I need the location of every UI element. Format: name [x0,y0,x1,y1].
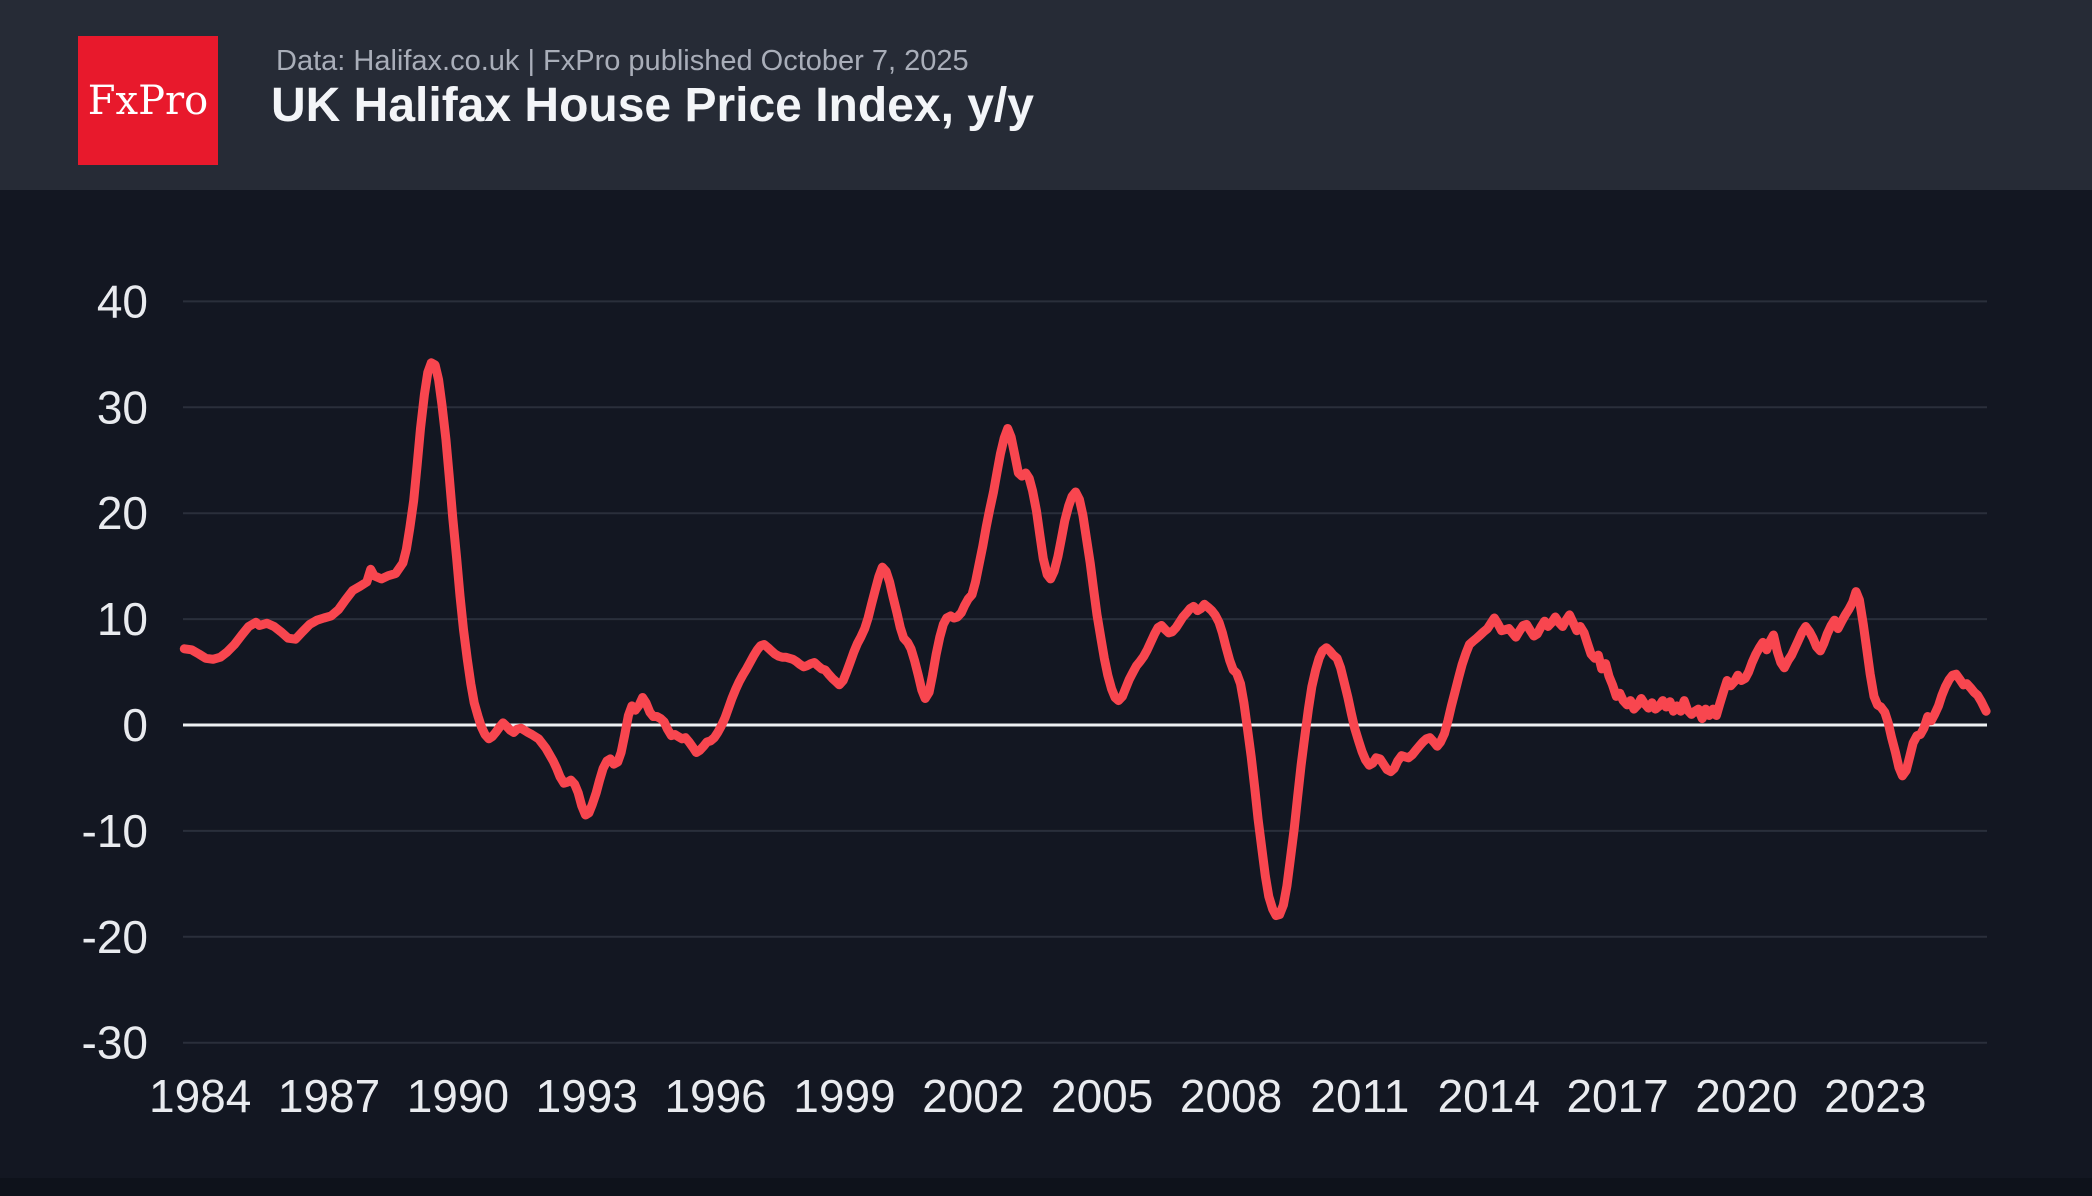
y-axis-label: -30 [82,1017,148,1069]
x-axis-label: 2023 [1824,1070,1926,1122]
y-axis-label: 30 [97,381,148,433]
x-axis-label: 2008 [1180,1070,1282,1122]
y-axis-label: 20 [97,487,148,539]
y-axis-label: 10 [97,593,148,645]
x-axis-label: 2020 [1695,1070,1797,1122]
y-axis-label: 40 [97,275,148,327]
x-axis-label: 1996 [664,1070,766,1122]
page-title: UK Halifax House Price Index, y/y [271,79,1034,132]
fxpro-logo-text: FxPro [87,77,209,124]
x-axis-label: 1987 [278,1070,380,1122]
x-axis-label: 1990 [407,1070,509,1122]
x-axis-label: 2011 [1310,1070,1409,1122]
price-line [179,358,1991,921]
chart-subtitle: Data: Halifax.co.uk | FxPro published Oc… [276,45,969,77]
y-axis-label: -20 [82,911,148,963]
x-axis-label: 1993 [536,1070,638,1122]
x-axis-label: 2002 [922,1070,1024,1122]
x-axis-label: 2014 [1438,1070,1540,1122]
y-axis-label: 0 [122,699,148,751]
x-axis-label: 1984 [149,1070,251,1122]
y-axis-label: -10 [82,805,148,857]
x-axis-label: 2017 [1566,1070,1668,1122]
footer-strip [0,1178,2092,1196]
fxpro-logo: FxPro [78,36,218,165]
x-axis-label: 1999 [793,1070,895,1122]
x-axis-label: 2005 [1051,1070,1153,1122]
header-bar: FxPro Data: Halifax.co.uk | FxPro publis… [0,0,2092,190]
